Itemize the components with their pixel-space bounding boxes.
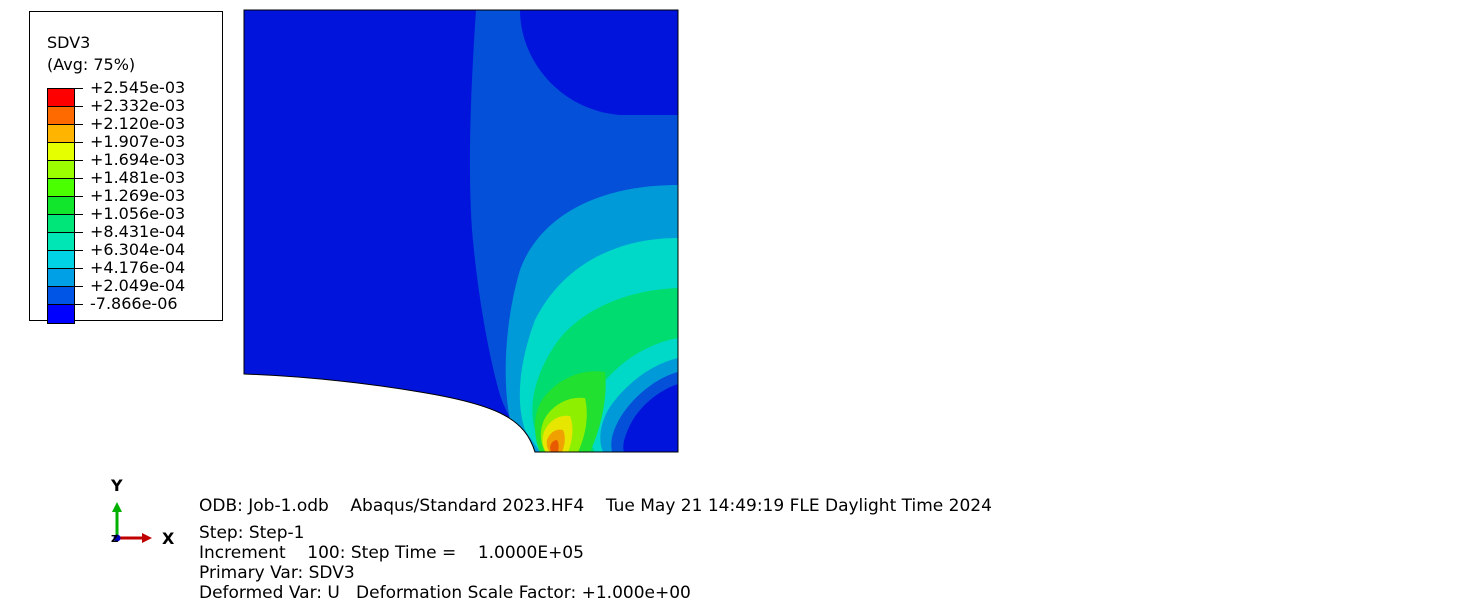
- contour-legend[interactable]: SDV3 (Avg: 75%) +2.545e-03 +2.332e-03 +2.1…: [29, 11, 223, 324]
- legend-swatch: [48, 197, 74, 215]
- legend-level-label: +2.120e-03: [90, 114, 186, 133]
- legend-tick: [75, 88, 83, 89]
- triad-z-label: Z: [111, 534, 118, 545]
- x-axis-arrowhead: [142, 533, 152, 543]
- legend-tick: [75, 286, 83, 287]
- legend-color-bar: [47, 88, 75, 324]
- step-line: Step: Step-1: [199, 523, 305, 543]
- legend-level-label: +1.907e-03: [90, 132, 186, 151]
- legend-tick: [75, 250, 83, 251]
- legend-level-label: +1.694e-03: [90, 150, 186, 169]
- legend-level-label: +1.269e-03: [90, 186, 186, 205]
- y-axis-arrowhead: [112, 502, 122, 512]
- part-outline: [243, 9, 679, 453]
- legend-tick: [75, 142, 83, 143]
- legend-level-label: +2.049e-04: [90, 276, 186, 295]
- odb-info-line: ODB: Job-1.odb Abaqus/Standard 2023.HF4 …: [199, 496, 992, 516]
- legend-level-label: +8.431e-04: [90, 222, 186, 241]
- legend-tick: [75, 268, 83, 269]
- legend-swatch: [48, 287, 74, 305]
- legend-title: SDV3: [47, 33, 91, 52]
- deformed-var-line: Deformed Var: U Deformation Scale Factor…: [199, 583, 691, 603]
- legend-tick: [75, 196, 83, 197]
- legend-tick: [75, 106, 83, 107]
- triad-y-label: Y: [110, 476, 123, 495]
- legend-level-label: +2.545e-03: [90, 78, 186, 97]
- legend-swatch: [48, 269, 74, 287]
- contour-plot: [244, 10, 678, 452]
- legend-tick: [75, 160, 83, 161]
- view-triad[interactable]: Y X Z: [100, 472, 190, 552]
- contour-region-corner: [623, 384, 678, 452]
- primary-var-line: Primary Var: SDV3: [199, 563, 355, 583]
- legend-swatch: [48, 251, 74, 269]
- legend-swatch: [48, 107, 74, 125]
- legend-swatch: [48, 215, 74, 233]
- legend-swatch: [48, 305, 74, 323]
- legend-swatch: [48, 143, 74, 161]
- legend-tick: [75, 304, 83, 305]
- legend-tick: [75, 232, 83, 233]
- legend-level-label: +1.056e-03: [90, 204, 186, 223]
- z-axis-dot: [113, 534, 121, 542]
- increment-line: Increment 100: Step Time = 1.0000E+05: [199, 543, 584, 563]
- legend-tick: [75, 178, 83, 179]
- legend-swatch: [48, 179, 74, 197]
- legend-level-label: +1.481e-03: [90, 168, 186, 187]
- legend-subtitle: (Avg: 75%): [47, 55, 136, 74]
- triad-x-label: X: [162, 529, 175, 548]
- legend-tick: [75, 124, 83, 125]
- legend-level-label: -7.866e-06: [90, 294, 178, 313]
- contour-band-9: [550, 440, 559, 452]
- legend-swatch: [48, 161, 74, 179]
- legend-swatch: [48, 233, 74, 251]
- legend-swatch: [48, 89, 74, 107]
- legend-level-label: +4.176e-04: [90, 258, 186, 277]
- legend-tick: [75, 214, 83, 215]
- legend-level-label: +2.332e-03: [90, 96, 186, 115]
- legend-level-label: +6.304e-04: [90, 240, 186, 259]
- legend-swatch: [48, 125, 74, 143]
